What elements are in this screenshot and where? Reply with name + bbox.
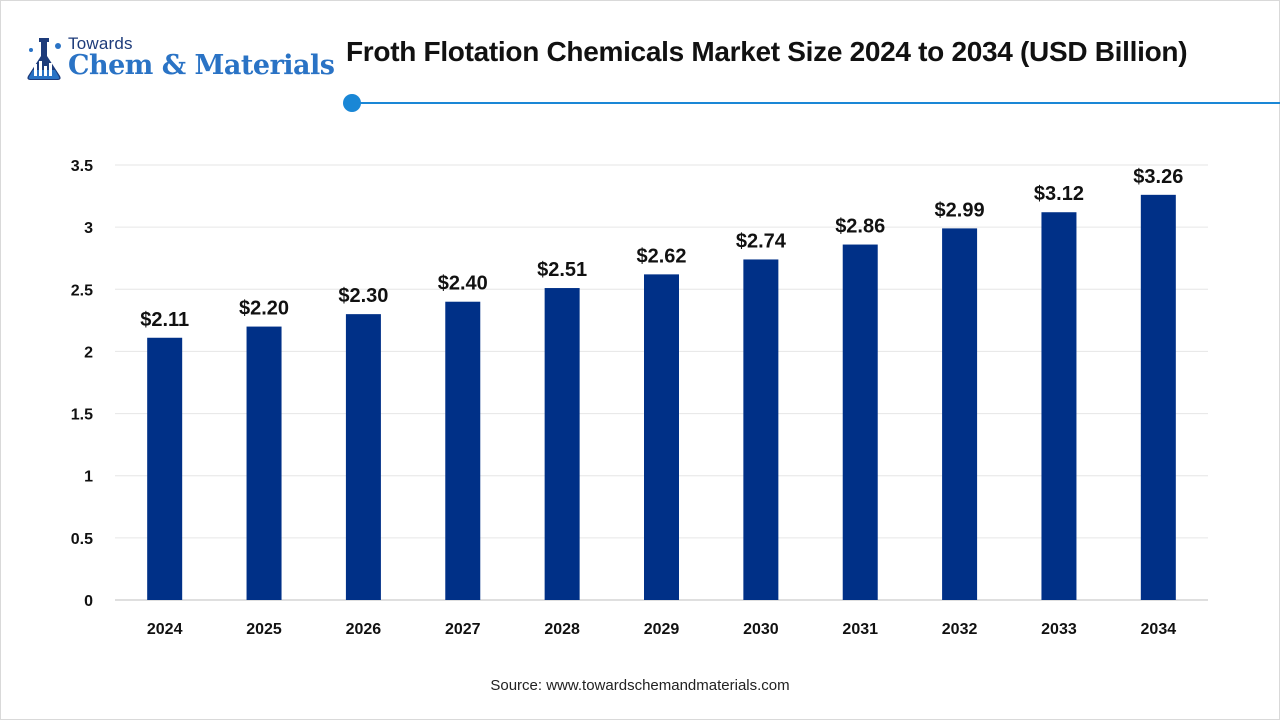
x-tick-label: 2029 — [644, 621, 680, 638]
bar — [544, 288, 580, 600]
data-label: $2.11 — [140, 309, 189, 331]
y-tick-label: 2.5 — [71, 282, 93, 299]
y-tick-label: 1 — [84, 469, 93, 486]
data-label: $2.62 — [636, 245, 686, 267]
x-tick-label: 2028 — [544, 621, 580, 638]
y-tick-label: 1.5 — [71, 407, 93, 424]
brand-towards: Towards — [68, 34, 133, 53]
data-label: $2.99 — [935, 199, 985, 221]
brand-name: Chem & Materials — [68, 50, 335, 81]
y-tick-label: 2 — [84, 344, 93, 361]
x-tick-label: 2026 — [346, 621, 382, 638]
x-tick-label: 2032 — [942, 621, 978, 638]
y-tick-label: 0.5 — [71, 531, 93, 548]
brand-logo: Towards Chem & Materials — [22, 34, 335, 86]
data-label: $2.74 — [736, 230, 787, 252]
data-label: $3.12 — [1034, 183, 1084, 205]
bar — [743, 259, 779, 600]
y-tick-label: 3 — [84, 220, 93, 237]
bar — [445, 301, 481, 600]
source-note: Source: www.towardschemandmaterials.com — [490, 677, 790, 694]
data-label: $2.20 — [239, 298, 289, 320]
data-label: $3.26 — [1133, 166, 1183, 188]
bar — [246, 326, 282, 600]
bar — [345, 314, 381, 600]
x-tick-label: 2033 — [1041, 621, 1077, 638]
data-label: $2.30 — [338, 285, 388, 307]
x-tick-label: 2025 — [246, 621, 282, 638]
x-tick-label: 2031 — [842, 621, 878, 638]
bar — [942, 228, 978, 600]
y-tick-label: 3.5 — [71, 158, 93, 175]
bar — [644, 274, 679, 600]
x-tick-label: 2024 — [147, 621, 183, 638]
x-tick-label: 2034 — [1141, 621, 1177, 638]
chart-title: Froth Flotation Chemicals Market Size 20… — [346, 36, 1188, 67]
bar — [147, 337, 183, 600]
data-label: $2.51 — [537, 259, 587, 281]
data-label: $2.86 — [835, 216, 885, 238]
bar — [842, 244, 878, 601]
x-tick-label: 2030 — [743, 621, 779, 638]
title-accent-dot — [343, 94, 361, 112]
data-label: $2.40 — [438, 273, 488, 295]
bar — [1140, 194, 1176, 601]
title-accent-line — [353, 102, 1280, 104]
y-tick-label: 0 — [84, 593, 93, 610]
x-tick-label: 2027 — [445, 621, 481, 638]
flask-icon — [27, 38, 61, 80]
bar — [1041, 212, 1077, 600]
